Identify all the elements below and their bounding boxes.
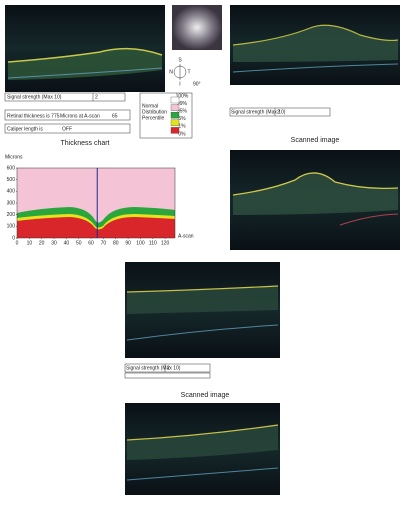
compass-label: N (169, 69, 173, 75)
legend-title: Distribution (142, 109, 167, 115)
legend-swatch (170, 127, 180, 134)
value: 2 (167, 365, 170, 371)
label: Retinal thickness is 775 (7, 113, 60, 119)
legend-swatch (170, 112, 180, 119)
legend-level: 100% (176, 93, 189, 99)
fundus-image (172, 5, 222, 50)
value: 2 (95, 94, 98, 100)
x-tick-label: 0 (16, 240, 19, 246)
axis-label: A-scan (178, 233, 194, 239)
legend-swatch (170, 104, 180, 111)
x-tick-label: 120 (161, 240, 170, 246)
label: Signal strength (Max 10) (126, 365, 181, 371)
x-tick-label: 10 (27, 240, 33, 246)
y-tick-label: 0 (12, 235, 15, 241)
x-tick-label: 50 (76, 240, 82, 246)
compass (173, 64, 187, 80)
value: 65 (112, 113, 118, 119)
y-tick-label: 500 (7, 177, 16, 183)
dynamic: 0 100 200 300 400 500 600 0 10 20 30 40 50 60 70 80 90 10… (7, 93, 189, 246)
x-tick-label: 80 (113, 240, 119, 246)
value: OFF (62, 126, 72, 132)
x-tick-label: 30 (51, 240, 57, 246)
label: Caliper length is (7, 126, 43, 132)
y-tick-label: 600 (7, 165, 16, 171)
legend-swatch (170, 119, 180, 126)
legend-level: 99% (177, 101, 188, 107)
y-tick-label: 200 (7, 212, 16, 218)
legend-swatch (170, 96, 180, 104)
legend-title: Percentile (142, 115, 164, 121)
value: 2 (277, 109, 280, 115)
caption: Scanned image (291, 137, 340, 144)
compass-label: S (178, 57, 182, 63)
axis-label: Microns (5, 154, 23, 160)
x-tick-label: 70 (101, 240, 107, 246)
compass-label: 90° (193, 81, 201, 87)
x-tick-label: 90 (125, 240, 131, 246)
label: Signal strength (Max 10) (231, 109, 286, 115)
legend-level: 0% (178, 131, 186, 137)
y-tick-label: 100 (7, 224, 16, 230)
info-boxes (4, 92, 331, 379)
thickness-bands (16, 167, 176, 239)
label: Signal strength (Max 10) (7, 94, 62, 100)
legend-level: 1% (178, 124, 186, 130)
x-tick-label: 60 (88, 240, 94, 246)
legend-title: Normal (142, 103, 158, 109)
label: Microns at A-scan (60, 113, 100, 119)
caption: Scanned image (181, 392, 230, 399)
scans (5, 5, 400, 495)
x-tick-label: 110 (149, 240, 157, 246)
compass-label: T (187, 69, 190, 75)
legend-level: 5% (178, 116, 186, 122)
compass-label: I (179, 81, 180, 87)
chart-title: Thickness chart (60, 140, 109, 147)
x-tick-label: 40 (64, 240, 70, 246)
x-tick-label: 20 (39, 240, 45, 246)
y-tick-label: 300 (7, 200, 16, 206)
x-tick-label: 100 (136, 240, 145, 246)
legend-level: 95% (177, 109, 188, 115)
y-tick-label: 400 (7, 189, 16, 195)
